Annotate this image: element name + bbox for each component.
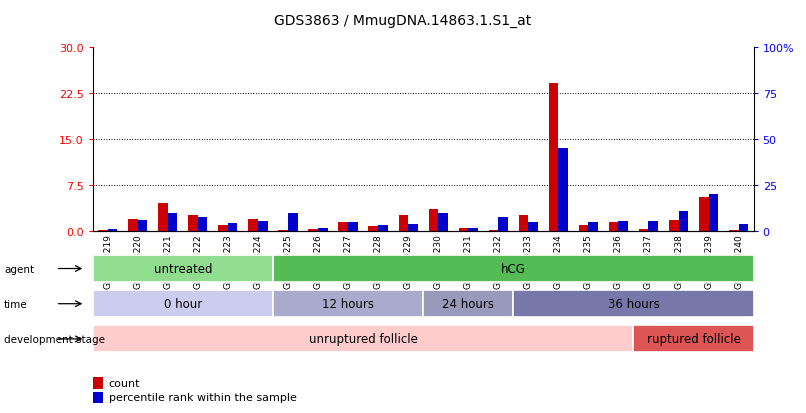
Bar (498, 218, 508, 231)
Bar (438, 213, 448, 231)
Bar (423, 290, 513, 318)
Bar (318, 228, 327, 231)
Text: hCG: hCG (501, 262, 526, 275)
Bar (218, 225, 228, 231)
Text: untreated: untreated (154, 262, 212, 275)
Bar (618, 221, 628, 231)
Text: time: time (4, 299, 27, 309)
Bar (158, 204, 168, 231)
Bar (729, 230, 738, 231)
Bar (429, 210, 438, 231)
Bar (273, 255, 754, 282)
Bar (93, 290, 273, 318)
Bar (273, 290, 423, 318)
Bar (93, 377, 103, 389)
Bar (528, 222, 538, 231)
Text: count: count (109, 378, 140, 388)
Bar (639, 230, 649, 231)
Bar (679, 211, 688, 231)
Bar (738, 225, 748, 231)
Bar (559, 149, 568, 231)
Text: agent: agent (4, 264, 34, 274)
Bar (197, 218, 207, 231)
Bar (634, 325, 754, 353)
Text: 0 hour: 0 hour (164, 297, 202, 311)
Text: 24 hours: 24 hours (442, 297, 494, 311)
Text: ruptured follicle: ruptured follicle (646, 332, 741, 346)
Bar (609, 222, 618, 231)
Bar (93, 325, 634, 353)
Bar (588, 222, 598, 231)
Bar (398, 216, 408, 231)
Text: percentile rank within the sample: percentile rank within the sample (109, 392, 297, 403)
Bar (649, 221, 658, 231)
Text: unruptured follicle: unruptured follicle (309, 332, 418, 346)
Bar (579, 225, 588, 231)
Bar (168, 214, 177, 231)
Bar (699, 197, 708, 231)
Bar (258, 221, 268, 231)
Bar (549, 84, 559, 231)
Bar (278, 230, 288, 231)
Bar (513, 290, 754, 318)
Bar (288, 214, 297, 231)
Bar (309, 230, 318, 231)
Bar (348, 222, 358, 231)
Bar (408, 225, 418, 231)
Bar (368, 226, 378, 231)
Text: 12 hours: 12 hours (322, 297, 374, 311)
Text: 36 hours: 36 hours (608, 297, 659, 311)
Bar (228, 223, 238, 231)
Bar (519, 216, 528, 231)
Bar (108, 230, 118, 231)
Bar (708, 195, 718, 231)
Bar (459, 229, 468, 231)
Bar (138, 220, 147, 231)
Bar (189, 216, 197, 231)
Bar (93, 392, 103, 403)
Bar (669, 220, 679, 231)
Text: development stage: development stage (4, 334, 105, 344)
Bar (93, 255, 273, 282)
Bar (128, 219, 138, 231)
Bar (248, 219, 258, 231)
Text: GDS3863 / MmugDNA.14863.1.S1_at: GDS3863 / MmugDNA.14863.1.S1_at (274, 14, 532, 28)
Bar (339, 222, 348, 231)
Bar (468, 228, 478, 231)
Bar (488, 230, 498, 231)
Bar (378, 226, 388, 231)
